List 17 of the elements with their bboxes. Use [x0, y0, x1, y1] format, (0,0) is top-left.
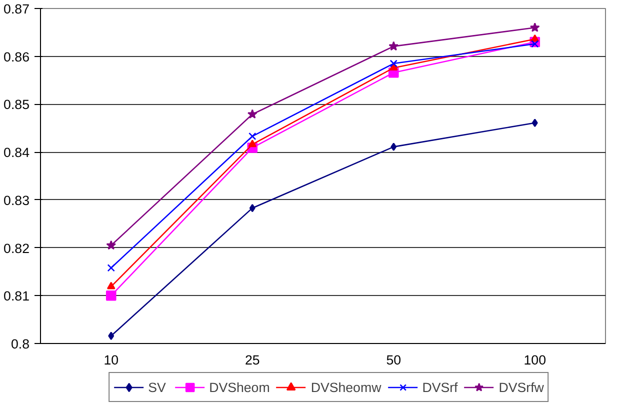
y-tick-label: 0.85 — [4, 97, 30, 112]
legend-label: DVSheom — [209, 380, 270, 394]
legend-label: DVSrfw — [498, 380, 544, 394]
y-tick-label: 0.86 — [4, 49, 30, 64]
y-tick-label: 0.87 — [4, 2, 30, 16]
y-tick-label: 0.84 — [4, 145, 30, 160]
y-tick-label: 0.8 — [10, 336, 30, 352]
x-tick-label: 25 — [244, 352, 260, 368]
x-tick-label: 100 — [524, 352, 546, 368]
legend-label: DVSrf — [422, 380, 458, 394]
legend-label: DVSheomw — [310, 380, 382, 394]
x-tick-label: 50 — [386, 352, 402, 368]
x-tick-label: 10 — [104, 352, 119, 368]
legend-label: SV — [148, 380, 167, 394]
y-tick-label: 0.83 — [4, 192, 30, 208]
y-tick-label: 0.82 — [4, 240, 30, 256]
y-tick-label: 0.81 — [4, 288, 30, 304]
